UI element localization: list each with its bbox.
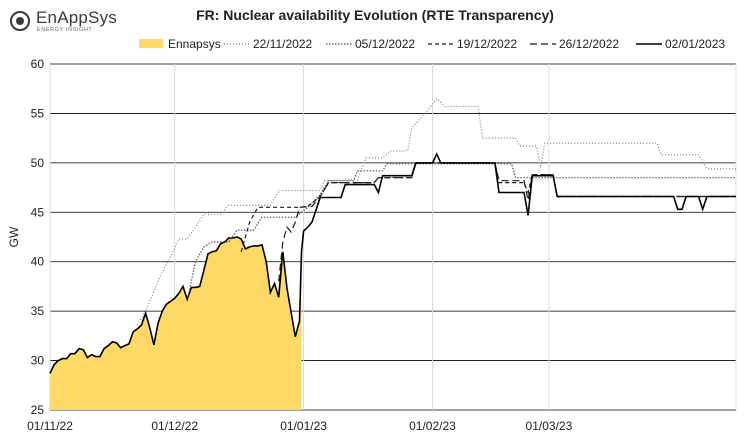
x-tick-label: 01/12/22 [151, 419, 198, 433]
y-tick-label: 30 [31, 354, 45, 368]
series-line-19-12-2022 [240, 162, 736, 252]
legend-label: 05/12/2022 [355, 37, 415, 51]
x-tick-label: 01/01/23 [280, 419, 327, 433]
legend-label: Ennapsys [168, 37, 221, 51]
logo-tagline: ENERGY INSIGHT [37, 27, 93, 33]
x-tick-label: 01/02/23 [409, 419, 456, 433]
chart-title: FR: Nuclear availability Evolution (RTE … [196, 7, 554, 23]
series-area-ennapsys [50, 237, 302, 410]
y-tick-label: 60 [31, 57, 45, 71]
legend-label: 02/01/2023 [665, 37, 725, 51]
x-tick-label: 01/11/22 [27, 419, 73, 433]
y-tick-label: 40 [31, 255, 45, 269]
series-area-outline [49, 236, 303, 374]
y-tick-label: 45 [31, 205, 45, 219]
y-tick-label: 35 [31, 304, 45, 318]
series-line-05-12-2022 [186, 163, 736, 302]
series-layer [49, 97, 736, 410]
y-tick-label: 55 [31, 106, 45, 120]
y-tick-label: 25 [31, 403, 45, 417]
legend-label: 22/11/2022 [253, 37, 312, 51]
legend-swatch [139, 39, 163, 48]
logo-mark-icon [10, 11, 30, 31]
enappsys-logo: EnAppSys ENERGY INSIGHT [6, 6, 117, 40]
series-line-22-11-2022 [136, 97, 736, 326]
legend-label: 26/12/2022 [559, 37, 619, 51]
y-axis-label: GW [7, 226, 21, 247]
series-line-02-01-2023 [300, 152, 736, 252]
axes: 25 30 35 40 45 50 55 60 01/11/22 01/12/22 01/01/23… [7, 57, 573, 433]
legend: Ennapsys 22/11/2022 05/12/2022 19/12/2022 26… [139, 37, 725, 51]
x-tick-label: 01/03/23 [526, 419, 573, 433]
logo-name: EnAppSys [36, 8, 117, 27]
y-tick-label: 50 [31, 156, 45, 170]
legend-label: 19/12/2022 [457, 37, 517, 51]
